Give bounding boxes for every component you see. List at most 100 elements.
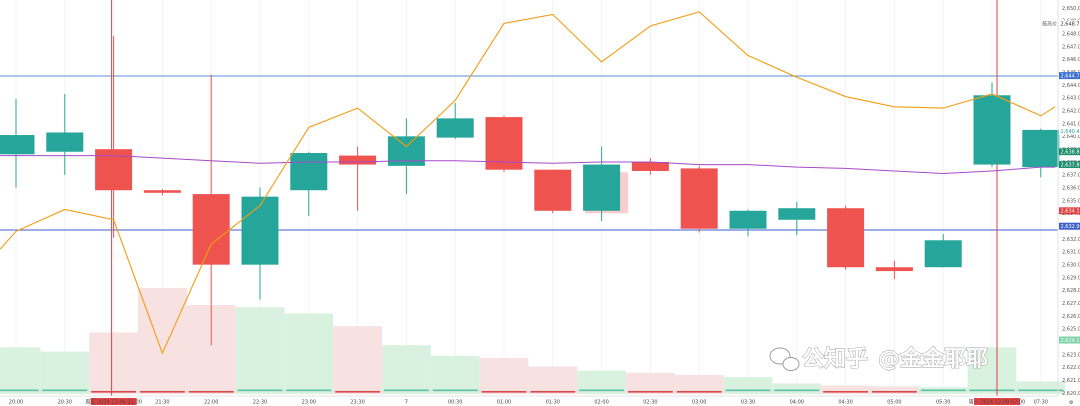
volume-bar xyxy=(479,357,529,394)
x-tick-label: 07:30 xyxy=(1034,400,1048,406)
candle-up[interactable] xyxy=(290,151,328,216)
y-tick-label: 2,635.000 xyxy=(1062,198,1080,204)
price-tag-upper-line: 2,644.731 xyxy=(1059,72,1080,79)
volume-bar xyxy=(40,351,90,394)
price-tag-label: 2,648.770 xyxy=(1061,22,1080,28)
indicator-bar xyxy=(579,389,624,392)
y-tick-label: 2,644.000 xyxy=(1062,83,1080,89)
x-tick-label: 04:00 xyxy=(790,400,804,406)
candle-down[interactable] xyxy=(680,165,718,233)
candles xyxy=(0,36,1060,346)
volume-bar xyxy=(89,332,138,394)
y-tick-label: 2,631.000 xyxy=(1062,250,1080,256)
x-tick-label: 23:00 xyxy=(302,400,316,406)
x-tick-label-highlighted: 周一 2024-12-09 07:00 xyxy=(969,400,1026,406)
indicator-bar xyxy=(140,391,185,393)
indicator-bar xyxy=(42,389,88,392)
indicator-bar xyxy=(432,389,478,392)
y-tick-label: 2,626.000 xyxy=(1062,314,1080,320)
settings-icon[interactable]: ⚙ xyxy=(1069,400,1074,406)
volume-bar xyxy=(284,313,334,394)
price-tag-box xyxy=(1059,336,1080,344)
candle-down[interactable] xyxy=(631,158,669,175)
price-tag-lower-line: 2,632.997 xyxy=(1059,222,1080,230)
indicator-bar xyxy=(823,391,868,393)
candle-up[interactable] xyxy=(778,201,816,236)
indicator-bar xyxy=(0,389,39,392)
candle-body xyxy=(875,267,913,272)
price-tag-box xyxy=(1059,207,1080,215)
indicator-bar xyxy=(188,391,234,393)
candle-up[interactable] xyxy=(973,82,1011,168)
x-tick-label: 03:00 xyxy=(692,400,706,406)
candle-up[interactable] xyxy=(241,187,279,300)
candle-up[interactable] xyxy=(436,102,474,139)
candle-body xyxy=(485,117,523,170)
x-tick-label: 05:30 xyxy=(936,400,950,406)
candle-down[interactable] xyxy=(534,169,572,214)
candle-down[interactable] xyxy=(827,205,865,270)
candle-down[interactable] xyxy=(192,74,230,346)
candle-down[interactable] xyxy=(875,260,913,279)
indicator-bar xyxy=(872,391,917,393)
volume-bar xyxy=(674,374,724,394)
price-tag-green-1: 2,638.804 xyxy=(1059,148,1080,155)
volume-bar xyxy=(333,326,382,394)
time-marker-box xyxy=(974,398,1020,405)
candle-up[interactable] xyxy=(0,99,35,188)
x-tick-label: 01:00 xyxy=(497,400,511,406)
indicator-strip xyxy=(0,389,1064,393)
y-tick-label: 2,623.000 xyxy=(1062,352,1080,358)
time-marker-box xyxy=(90,398,137,405)
volume-bar xyxy=(0,347,41,394)
price-tag-box xyxy=(1059,127,1080,135)
indicator-bar xyxy=(481,391,527,393)
indicator-line[interactable] xyxy=(0,11,1056,355)
x-tick-label: 22:00 xyxy=(204,400,218,406)
price-tag-high: 最高价 2,648.770 xyxy=(1042,20,1080,28)
x-tick-label: 01:30 xyxy=(546,400,560,406)
volume-bar xyxy=(772,383,822,394)
indicator-bar xyxy=(725,389,771,392)
price-tag-box xyxy=(1059,72,1080,80)
candle-body xyxy=(0,135,35,155)
volume-bar xyxy=(870,386,919,394)
volume-bar xyxy=(430,355,480,394)
x-tick-label-highlighted: 周五 2024-12-06 21:00 xyxy=(85,400,142,406)
candle-up[interactable] xyxy=(729,209,767,237)
indicator-bar xyxy=(920,389,966,392)
volume-bar xyxy=(382,345,431,394)
y-tick-label: 2,643.000 xyxy=(1062,96,1080,102)
indicator-bar xyxy=(237,389,283,392)
candle-body xyxy=(192,194,230,265)
price-tag-label: 2,637.801 xyxy=(1061,162,1080,168)
candle-up[interactable] xyxy=(924,233,962,268)
price-tag-red: 2,634.196 xyxy=(1059,207,1080,215)
moving-average-line[interactable] xyxy=(0,155,1055,175)
volume-bar xyxy=(577,370,626,394)
indicator-bar xyxy=(286,389,332,392)
candle-body xyxy=(339,155,377,165)
x-tick-label: 7 xyxy=(405,400,408,406)
price-tag-prefix: 最高价 xyxy=(1042,21,1057,28)
y-tick-label: 2,636.000 xyxy=(1062,185,1080,191)
y-tick-label: 2,629.000 xyxy=(1062,275,1080,281)
price-tag-label: 2,638.804 xyxy=(1061,149,1080,155)
candle-down[interactable] xyxy=(339,146,377,211)
indicator-bar xyxy=(676,391,722,393)
x-tick-label: 02:00 xyxy=(594,400,608,406)
y-tick-label: 2,641.000 xyxy=(1062,121,1080,127)
indicator-bar xyxy=(1018,389,1064,392)
candle-down[interactable] xyxy=(143,188,181,196)
candle-up[interactable] xyxy=(583,146,621,222)
candle-up[interactable] xyxy=(1022,128,1060,178)
y-tick-label: 2,622.000 xyxy=(1062,365,1080,371)
candle-body xyxy=(241,196,279,265)
y-tick-label: 2,630.000 xyxy=(1062,262,1080,268)
candle-up[interactable] xyxy=(46,93,84,175)
candle-down[interactable] xyxy=(485,115,523,173)
candle-body xyxy=(973,95,1011,165)
y-tick-label: 2,621.000 xyxy=(1062,378,1080,384)
